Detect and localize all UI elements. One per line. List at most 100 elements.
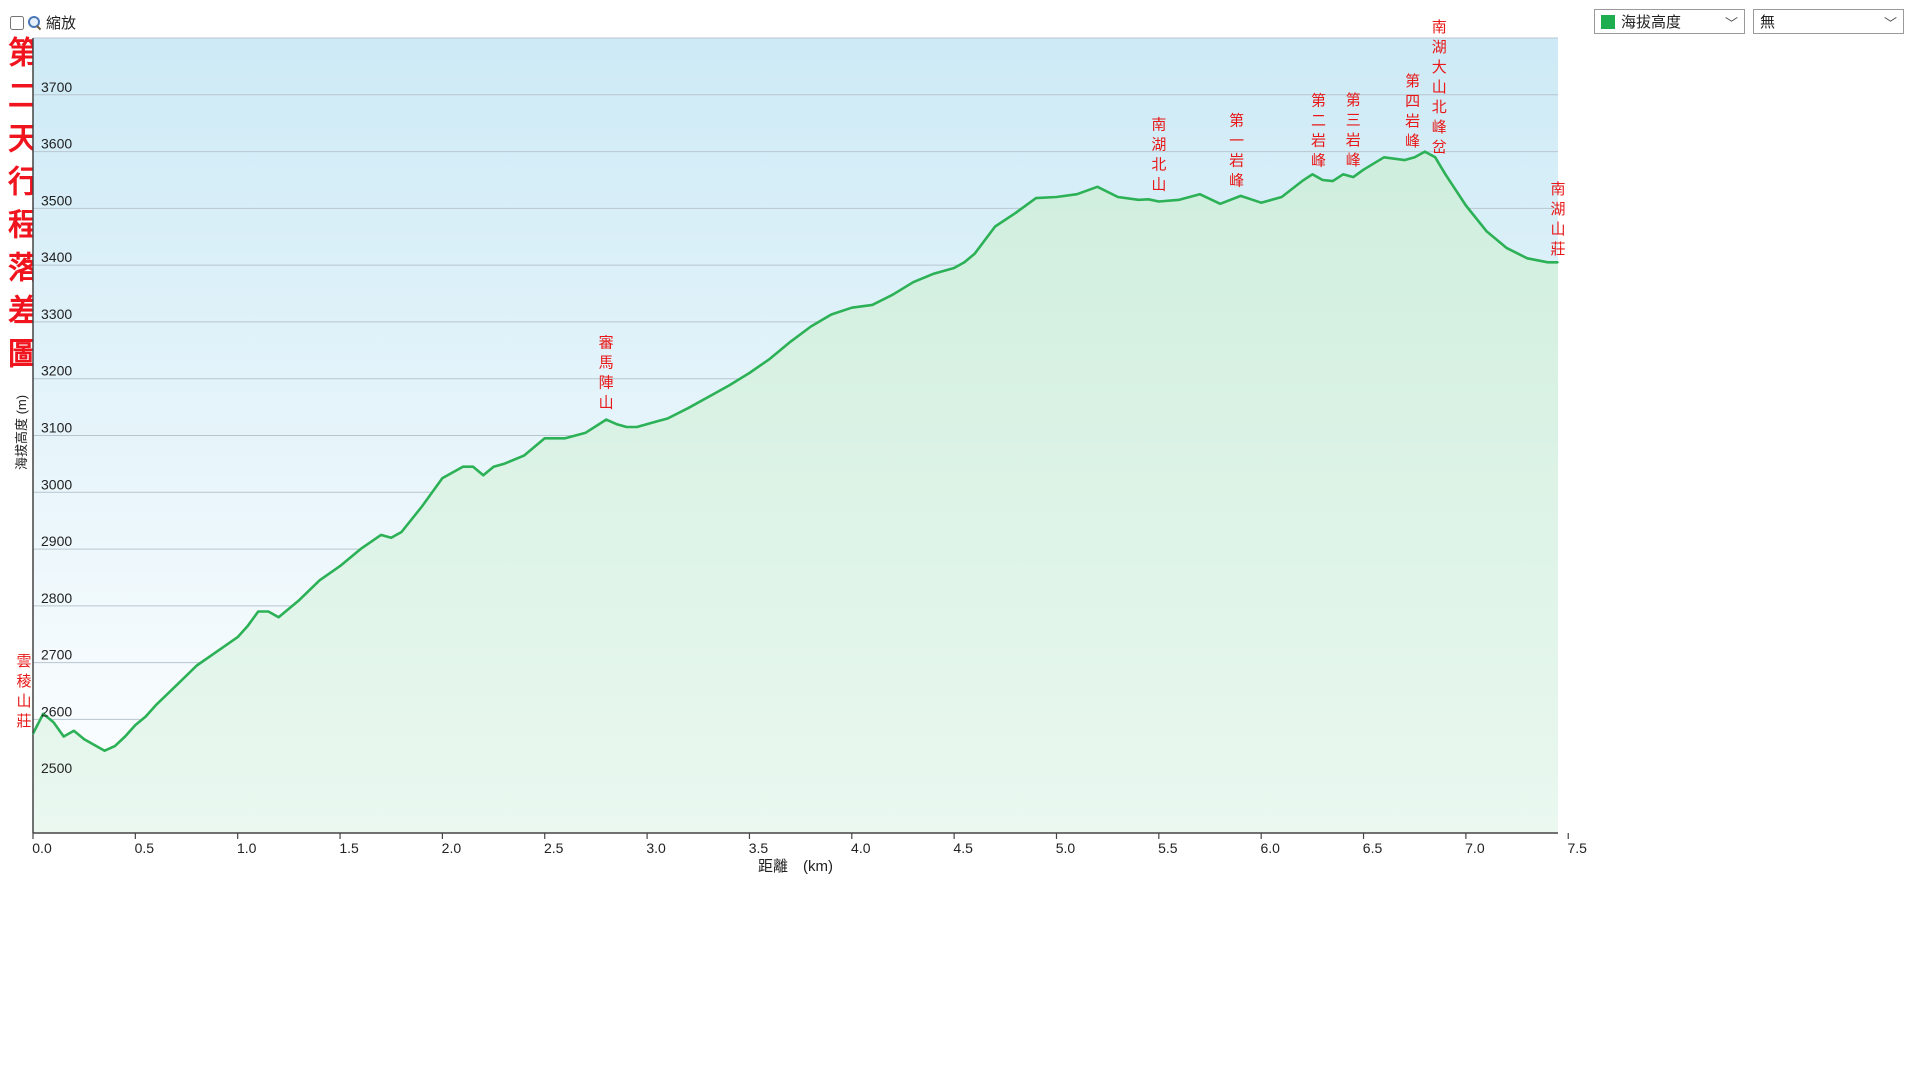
y-tick-label: 3000 — [41, 476, 72, 492]
data-point — [543, 437, 546, 440]
data-point — [1178, 199, 1181, 201]
data-point — [298, 599, 300, 601]
annotation-char: 大 — [1432, 58, 1447, 76]
data-point — [482, 474, 485, 477]
data-point — [1280, 196, 1283, 198]
data-point — [277, 616, 280, 619]
data-point — [144, 715, 147, 718]
data-point — [1557, 261, 1559, 264]
annotation-char: 第 — [1229, 111, 1244, 129]
y-tick-label: 3200 — [41, 363, 72, 379]
data-point — [1434, 156, 1436, 159]
x-tick-label: 1.5 — [339, 840, 359, 856]
data-point — [1332, 180, 1334, 182]
annotation-char: 岩 — [1229, 151, 1244, 169]
series-select-value: 海拔高度 — [1621, 14, 1682, 31]
data-point — [1096, 185, 1099, 188]
data-point — [1321, 179, 1324, 181]
data-point — [769, 358, 771, 360]
annotation-char: 陣 — [599, 374, 614, 392]
zoom-checkbox[interactable] — [10, 15, 24, 30]
data-point — [523, 454, 526, 457]
data-point — [1147, 198, 1150, 201]
data-point — [1352, 176, 1355, 178]
data-point — [1424, 150, 1426, 153]
x-tick-label: 6.0 — [1260, 840, 1280, 856]
annotation-char: 雲 — [16, 652, 31, 670]
y-tick-label: 3700 — [41, 79, 72, 95]
data-point — [1260, 201, 1262, 204]
data-point — [32, 732, 34, 735]
annotation-char: 三 — [1346, 111, 1361, 129]
data-point — [492, 465, 495, 468]
data-point — [441, 477, 444, 479]
y-tick-label: 3100 — [41, 420, 72, 436]
zoom-toggle[interactable]: 縮放 — [10, 12, 76, 33]
zoom-icon — [28, 16, 41, 29]
data-point — [1485, 230, 1488, 232]
data-point — [462, 465, 464, 468]
x-tick-label: 5.0 — [1056, 840, 1076, 856]
data-point — [707, 396, 710, 398]
data-point — [1546, 261, 1549, 264]
x-tick-label: 3.0 — [646, 840, 666, 856]
y-tick-label: 3600 — [41, 136, 72, 152]
data-point — [953, 267, 955, 269]
data-point — [1239, 195, 1242, 197]
data-point — [1465, 204, 1467, 207]
data-point — [134, 724, 137, 726]
annotation-char: 北 — [1151, 156, 1166, 174]
y-tick-label: 3500 — [41, 192, 72, 208]
data-point — [1219, 203, 1222, 205]
annotation-char: 山 — [1550, 220, 1565, 238]
annotation-char: 湖 — [1432, 38, 1447, 56]
data-point — [687, 407, 689, 410]
data-point — [646, 423, 648, 425]
data-point — [605, 418, 607, 421]
data-point — [421, 505, 423, 508]
x-axis-label: 距離 (km) — [758, 857, 833, 875]
axes — [32, 38, 1569, 839]
annotation-char: 第 — [1346, 91, 1361, 109]
data-points — [32, 150, 1559, 752]
data-point — [1117, 196, 1119, 198]
annotation-char: 岩 — [1311, 132, 1326, 150]
annotation-char: 岩 — [1405, 112, 1420, 130]
data-point — [1526, 257, 1529, 260]
data-point — [891, 293, 894, 296]
chevron-down-icon: ﹀ — [1724, 16, 1738, 31]
data-point — [789, 341, 792, 343]
data-point — [1403, 159, 1406, 161]
x-tick-label: 2.0 — [442, 840, 462, 856]
data-point — [380, 534, 382, 536]
x-tick-label: 4.5 — [953, 840, 973, 856]
y-tick-labels: 2500 2600 2700 2800 2900 3000 3100 3200 3300 3400… — [41, 79, 72, 776]
data-point — [195, 664, 198, 667]
y-tick-label: 2900 — [41, 533, 72, 549]
chart-title: 第二天行程落差圖 — [2, 36, 38, 380]
x-tick-label: 0.5 — [135, 840, 155, 856]
y-tick-label: 2600 — [41, 703, 72, 719]
zoom-label: 縮放 — [46, 15, 77, 32]
annotation-char: 岔 — [1432, 138, 1447, 156]
y-tick-label: 3300 — [41, 306, 72, 322]
annotation-char: 稜 — [16, 672, 31, 690]
annotation-char: 南 — [1550, 180, 1565, 198]
data-point — [564, 437, 567, 440]
data-point — [103, 749, 106, 752]
annotation-char: 峰 — [1229, 171, 1244, 189]
annotation-char: 湖 — [1550, 200, 1565, 218]
data-point — [932, 272, 935, 275]
series-select[interactable]: 海拔高度 ﹀ — [1594, 9, 1745, 34]
x-tick-labels: 0.0 0.5 1.0 1.5 2.0 2.5 3.0 3.5 4.0 4.5 5.0 5.5 6.0 6… — [32, 840, 1587, 856]
data-point — [1158, 200, 1160, 203]
data-point — [247, 624, 249, 627]
secondary-select[interactable]: 無 ﹀ — [1753, 9, 1904, 34]
data-point — [62, 735, 65, 738]
data-point — [1383, 156, 1385, 159]
